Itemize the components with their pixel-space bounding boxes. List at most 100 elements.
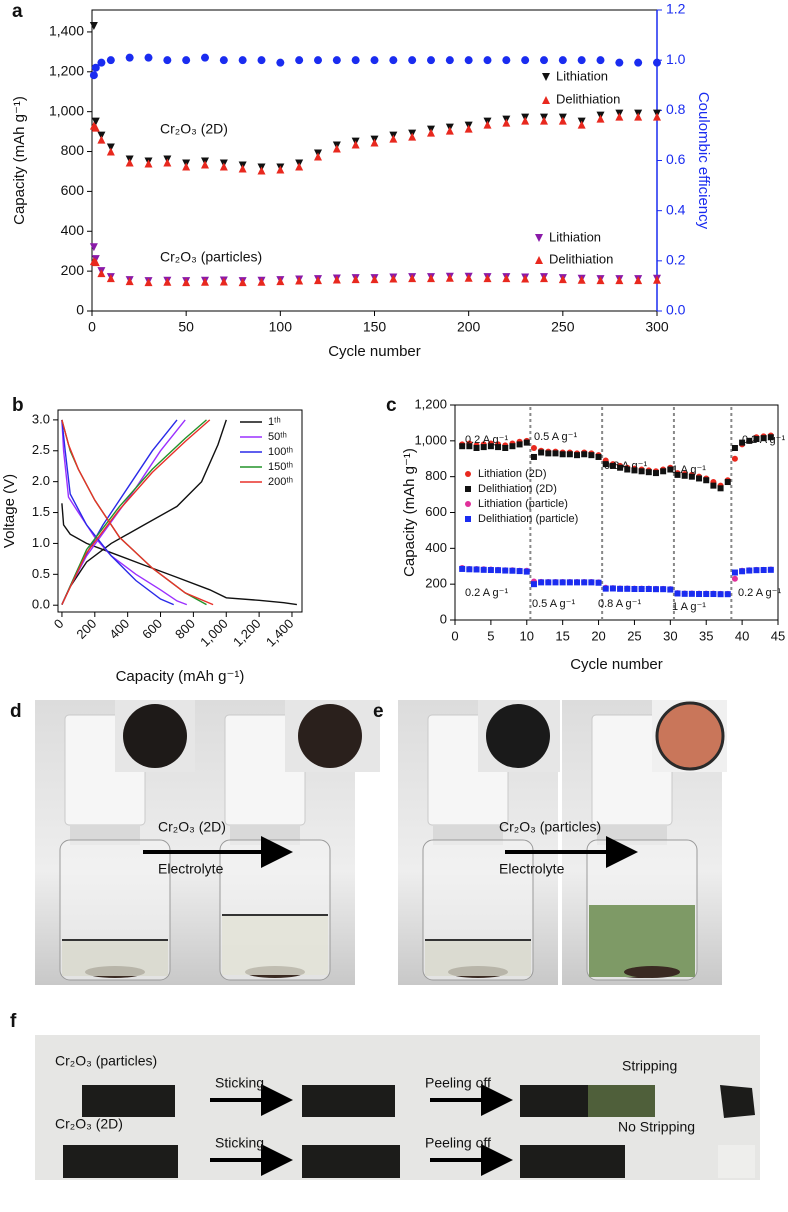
data-point [645,586,652,593]
photo-f: f Cr₂O₃ (particles) Sticking Peeling off… [10,1011,760,1180]
data-point [717,591,724,598]
data-point [91,123,100,132]
data-point [144,159,153,168]
data-point [332,144,341,153]
data-point [201,53,209,62]
data-point [631,586,638,593]
data-point [480,566,487,573]
data-point [389,134,398,143]
data-point [257,166,266,175]
data-point [523,568,530,575]
x-tick-label: 100 [269,319,293,335]
y-tick-label: 200 [61,262,85,278]
y-tick-label: 400 [425,540,447,555]
legend-marker [465,471,471,477]
x-tick-label: 40 [735,628,749,643]
x-tick-label: 0 [88,319,96,335]
legend-label: Lithiation [549,229,601,244]
annotation: Cr₂O₃ (particles) [160,249,262,265]
voltage-curve [61,419,214,606]
data-point [724,591,731,598]
data-point [574,579,581,586]
data-point [295,276,304,285]
data-point [487,443,494,450]
data-point [624,466,631,473]
data-point [257,277,266,286]
x-tick-label: 1,000 [197,616,231,650]
annotation: 0.5 A g⁻¹ [534,431,577,443]
photo-caption: No Stripping [618,1119,695,1135]
y-tick-label: 800 [425,468,447,483]
data-point [602,585,609,592]
data-point [581,579,588,586]
data-point [495,567,502,574]
data-point [516,441,523,448]
data-point [144,278,153,287]
annotation: 0.2 A g⁻¹ [742,434,785,446]
data-point [538,579,545,586]
data-point [558,116,567,125]
y-tick-label: 2.5 [32,442,50,457]
data-point [653,275,661,284]
data-point [653,112,661,121]
data-point [595,453,602,460]
data-point [688,590,695,597]
panel-label: f [10,1011,17,1032]
data-point [502,445,509,451]
photo-caption: Sticking [215,1135,264,1151]
legend-marker [535,234,543,242]
x-axis-label: Cycle number [570,656,663,673]
data-point [760,567,767,574]
data-point [609,585,616,592]
data-point [615,112,624,121]
data-point [125,158,134,167]
x-tick-label: 300 [645,319,669,335]
legend-label: Delithiation (2D) [478,483,557,495]
data-point [739,439,746,446]
data-point [219,162,228,171]
data-point [483,120,492,129]
data-point [638,468,645,475]
data-point [521,56,530,65]
data-point [559,579,566,586]
data-point [617,464,624,471]
x-tick-label: 15 [555,628,569,643]
legend-label: 150ᵗʰ [268,461,293,473]
data-point [97,269,106,278]
voltage-curve [61,419,178,606]
data-point [408,274,417,283]
photo-d: d Cr₂O₃ (2D) Electrolyte [10,699,380,986]
data-point [710,482,717,489]
data-point [540,274,548,283]
data-point [389,56,398,65]
annotation: Cr₂O₃ (2D) [160,121,228,137]
data-point [696,591,703,598]
data-point [483,56,492,65]
data-point [652,586,659,593]
data-point [295,56,304,65]
data-point [238,278,247,287]
x-tick-label: 1,200 [230,616,264,650]
y-tick-label: 400 [61,222,85,238]
data-point [427,128,435,137]
data-point [97,58,106,67]
y2-tick-label: 0.0 [666,302,686,318]
data-point [370,56,379,65]
data-point [540,116,548,125]
data-point [389,274,398,283]
data-point [144,53,153,62]
y-axis-label: Voltage (V) [1,474,18,548]
data-point [595,579,602,586]
data-point [588,452,595,459]
y2-tick-label: 0.8 [666,101,686,117]
data-point [681,590,688,597]
data-point [624,585,631,592]
data-point [688,473,695,480]
data-point [201,277,209,286]
legend-label: 50ᵗʰ [268,431,287,443]
data-point [681,472,688,479]
legend-label: Delithiation [556,91,620,106]
data-point [370,275,379,284]
photo-caption: Electrolyte [499,861,565,877]
x-tick-label: 1,400 [263,616,297,650]
